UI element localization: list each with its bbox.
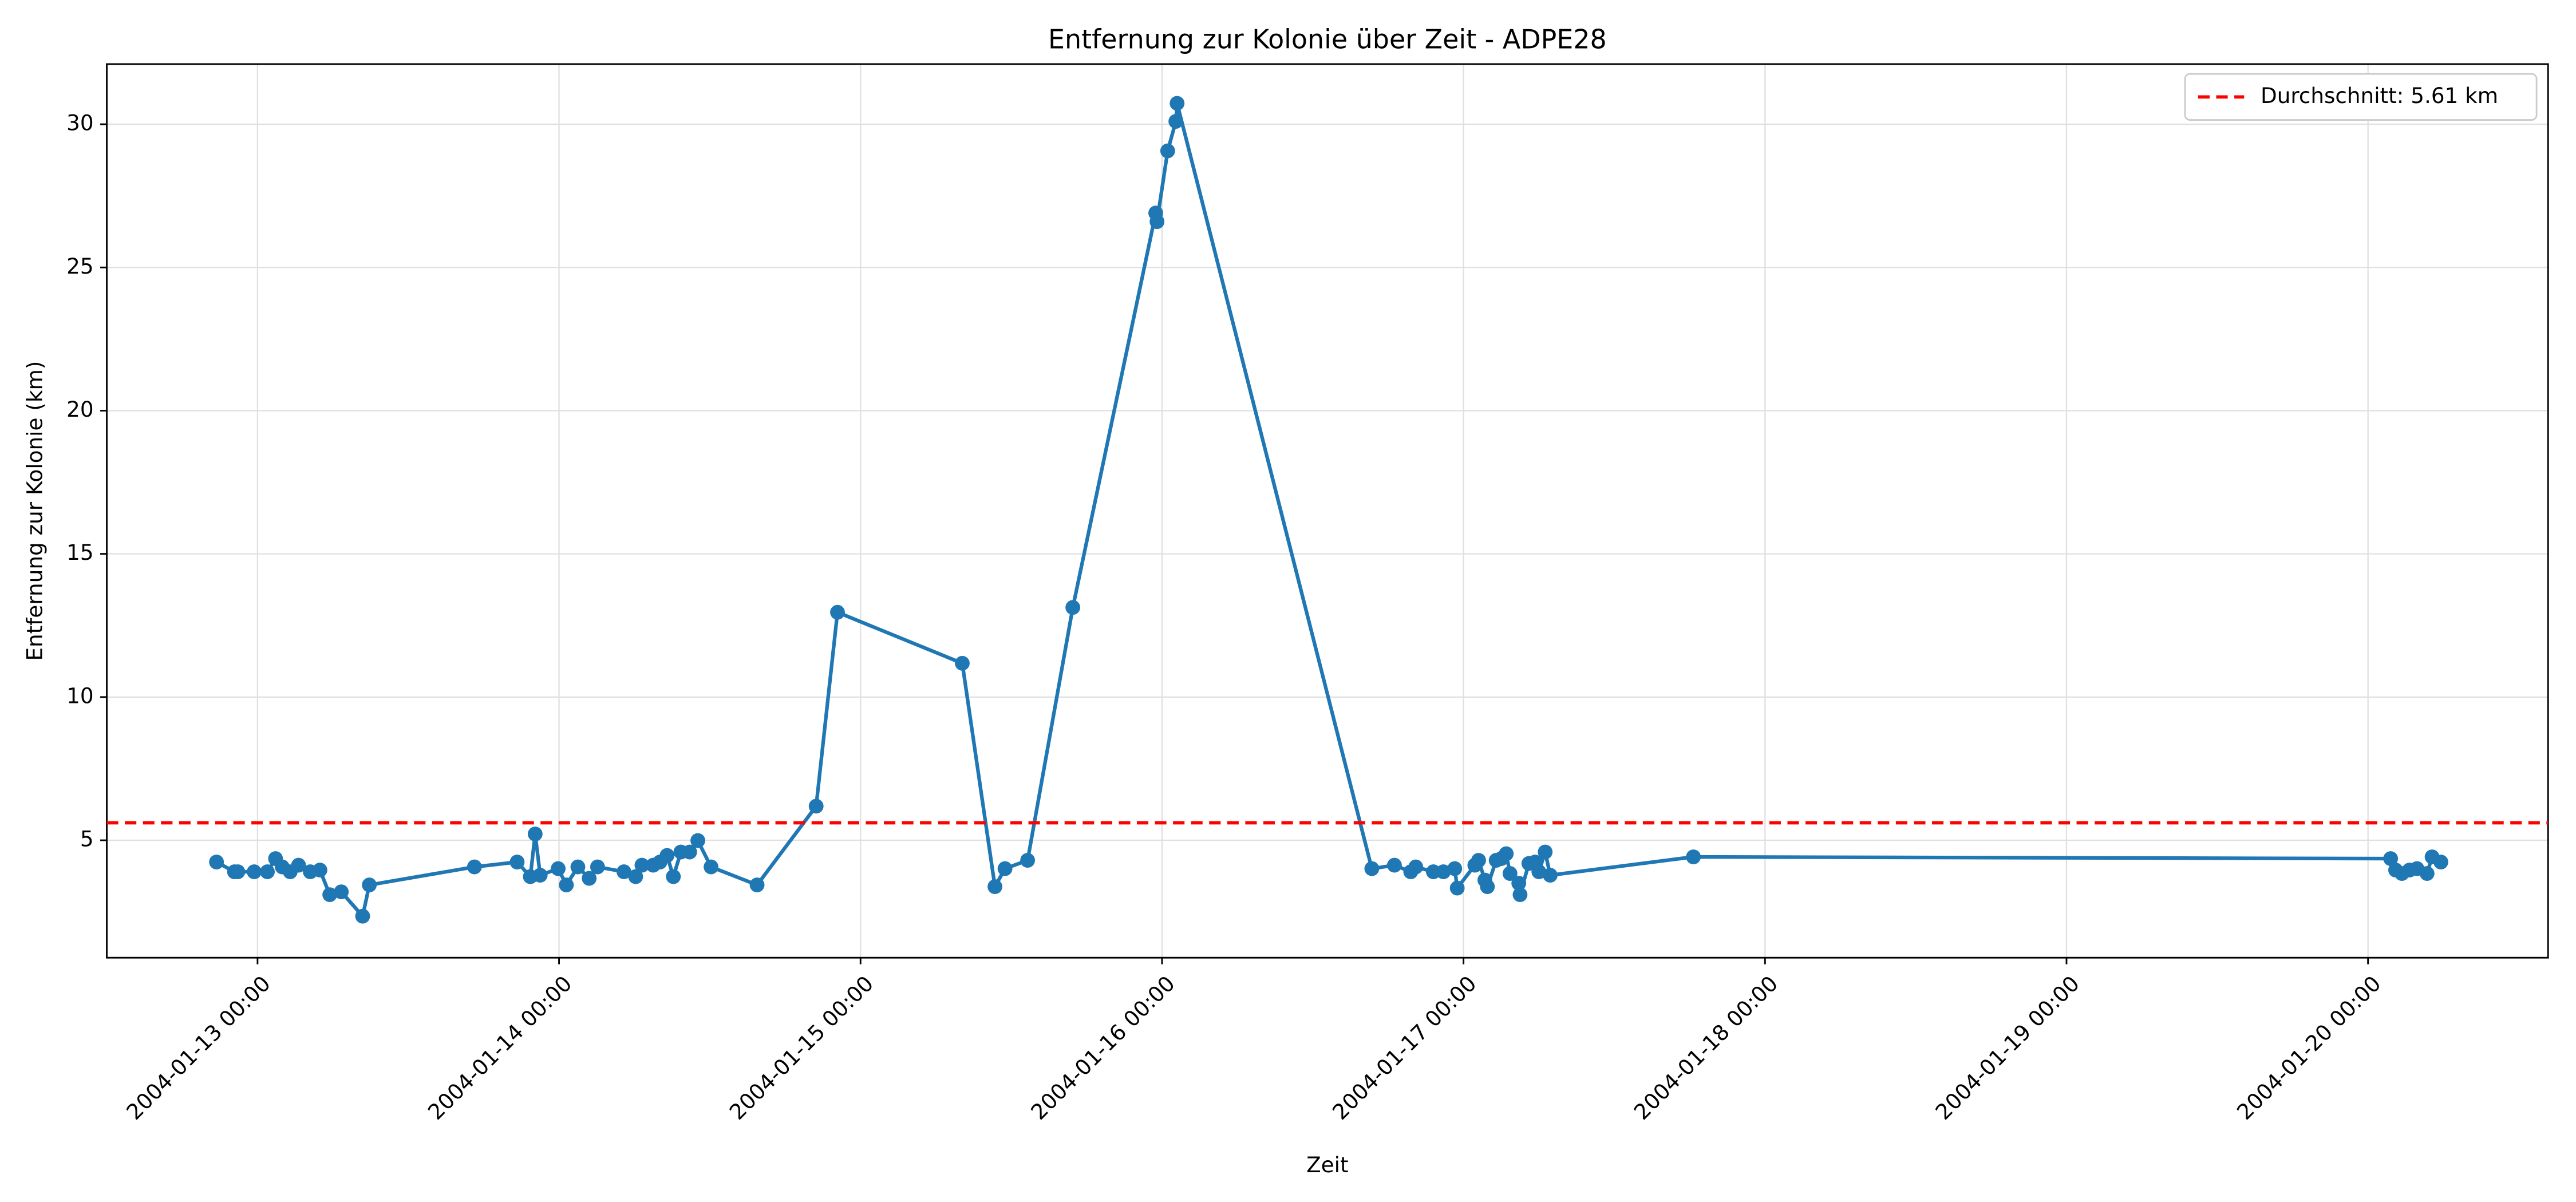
data-point [1170, 96, 1185, 111]
data-point [1543, 868, 1558, 883]
data-point [1149, 214, 1165, 230]
data-point [682, 844, 697, 860]
legend-label: Durchschnitt: 5.61 km [2261, 83, 2498, 108]
y-tick-label: 10 [66, 683, 93, 708]
data-point [628, 869, 643, 884]
data-point [808, 798, 824, 814]
data-point [551, 861, 566, 876]
data-point [1387, 857, 1402, 873]
data-point [509, 855, 525, 869]
data-point [322, 887, 337, 903]
data-point [1447, 861, 1463, 876]
data-point [362, 877, 377, 893]
data-point [1538, 844, 1553, 860]
data-point [2383, 851, 2399, 866]
data-point [1480, 879, 1495, 895]
data-point [659, 848, 675, 863]
data-point [291, 857, 306, 873]
data-point [559, 877, 574, 893]
data-point [590, 859, 605, 875]
data-point [1436, 864, 1451, 879]
data-point [532, 868, 548, 883]
data-point [2433, 855, 2448, 869]
legend-box [2184, 73, 2538, 121]
data-point [830, 604, 845, 620]
data-point [666, 869, 681, 884]
plot-frame [106, 63, 2549, 959]
data-point [1499, 846, 1514, 861]
data-point [467, 859, 482, 875]
data-point [1160, 143, 1175, 159]
y-tick-label: 20 [66, 397, 93, 422]
y-tick-label: 30 [66, 110, 93, 136]
data-point [260, 864, 275, 879]
data-point [1168, 114, 1183, 129]
data-point [1065, 600, 1081, 615]
data-point [1364, 861, 1380, 876]
data-point [704, 859, 719, 875]
data-point [527, 827, 543, 841]
y-axis-label: Entfernung zur Kolonie (km) [22, 361, 48, 661]
data-point [1512, 887, 1528, 903]
data-point [617, 864, 631, 879]
data-point [312, 863, 327, 877]
data-point [230, 864, 246, 879]
data-point [955, 655, 970, 671]
data-point [997, 861, 1013, 876]
y-tick-label: 5 [80, 827, 94, 852]
y-tick-label: 25 [66, 254, 93, 279]
data-point [2419, 866, 2435, 881]
data-point [690, 833, 705, 848]
x-axis-label: Zeit [1306, 1152, 1348, 1177]
data-point [1449, 880, 1465, 896]
data-point [634, 857, 650, 873]
data-point [247, 864, 262, 879]
data-point [749, 877, 765, 893]
y-tick-label: 15 [66, 540, 93, 565]
data-point [582, 871, 597, 886]
chart-title: Entfernung zur Kolonie über Zeit - ADPE2… [1048, 23, 1607, 54]
data-point [1686, 849, 1701, 864]
data-point [987, 879, 1002, 895]
data-point [1531, 864, 1547, 879]
data-point [1408, 859, 1424, 875]
data-point [355, 908, 370, 924]
data-point [1511, 876, 1527, 891]
data-point [1471, 853, 1486, 868]
data-point [209, 855, 224, 869]
data-point [1020, 853, 1036, 868]
data-point [334, 884, 349, 900]
data-point [570, 859, 586, 875]
data-point [1502, 866, 1518, 881]
